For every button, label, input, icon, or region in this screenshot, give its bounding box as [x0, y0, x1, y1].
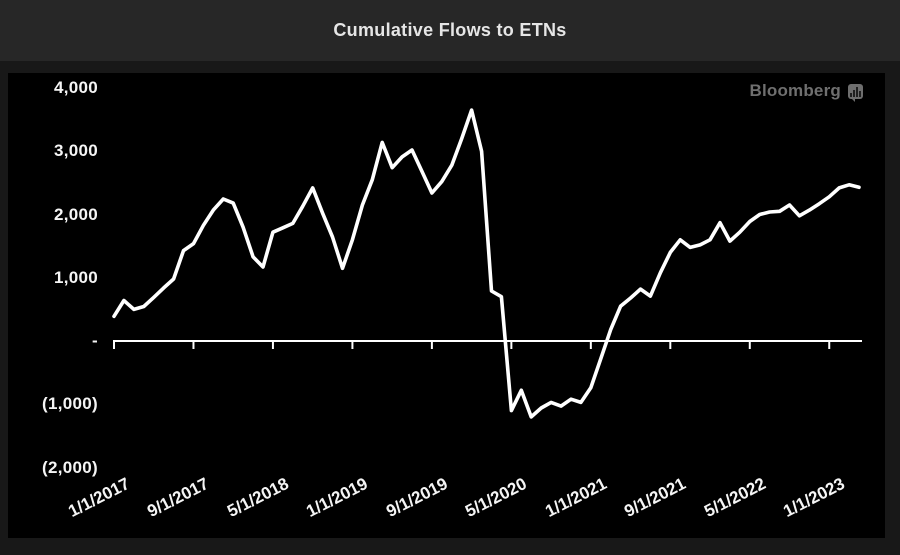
chart-line-series	[112, 108, 861, 419]
y-axis-label: 3,000	[53, 141, 98, 161]
y-axis-label: (1,000)	[42, 394, 98, 414]
bloomberg-credit: Bloomberg	[749, 81, 863, 102]
y-axis-label: -	[92, 331, 98, 350]
line-chart	[112, 108, 862, 419]
bloomberg-terminal-icon	[848, 83, 863, 102]
y-axis-label: 4,000	[53, 78, 98, 97]
y-axis-label: (2,000)	[42, 457, 98, 477]
y-axis-label: 2,000	[53, 204, 98, 224]
y-axis-label: 1,000	[53, 267, 98, 287]
chart-title: Cumulative Flows to ETNs	[333, 20, 567, 40]
chart-panel: Bloomberg 4,000 3,000 2,000 1,000 - (1,000) (2…	[8, 73, 885, 538]
bloomberg-label: Bloomberg	[749, 81, 841, 100]
chart-title-bar: Cumulative Flows to ETNs	[0, 0, 900, 61]
